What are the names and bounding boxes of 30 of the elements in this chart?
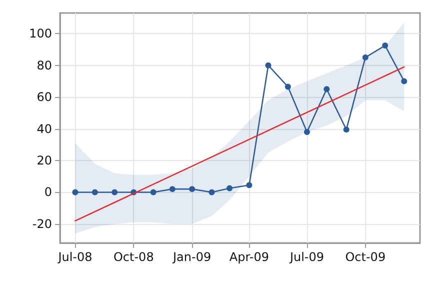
y-tick-label: 60: [36, 90, 52, 104]
point: [208, 189, 215, 196]
point: [189, 186, 196, 192]
point: [72, 189, 78, 196]
point: [304, 128, 310, 135]
y-tick-label: 20: [36, 154, 52, 168]
x-tick-label: Jan-09: [172, 250, 212, 264]
point: [246, 182, 252, 188]
point: [343, 126, 350, 133]
point: [150, 189, 156, 196]
x-tick-label: Oct-09: [345, 250, 386, 264]
y-tick-label: 40: [36, 122, 52, 136]
y-tick-label: 100: [29, 26, 52, 41]
y-tick-label: 0: [44, 185, 52, 200]
y-tick-label: 80: [36, 58, 52, 72]
point: [284, 84, 291, 90]
point: [382, 42, 388, 49]
x-tick-label: Apr-09: [229, 250, 270, 264]
y-tick-label: -20: [32, 216, 52, 231]
point: [265, 62, 272, 68]
point: [169, 186, 176, 192]
point: [362, 54, 368, 60]
point: [92, 189, 98, 196]
x-tick-label: Oct-08: [113, 250, 154, 264]
point: [112, 189, 118, 196]
point: [324, 86, 330, 92]
point: [226, 185, 233, 192]
point: [401, 78, 408, 84]
x-tick-label: Jul-09: [288, 250, 324, 264]
x-tick-label: Jul-08: [57, 250, 92, 264]
